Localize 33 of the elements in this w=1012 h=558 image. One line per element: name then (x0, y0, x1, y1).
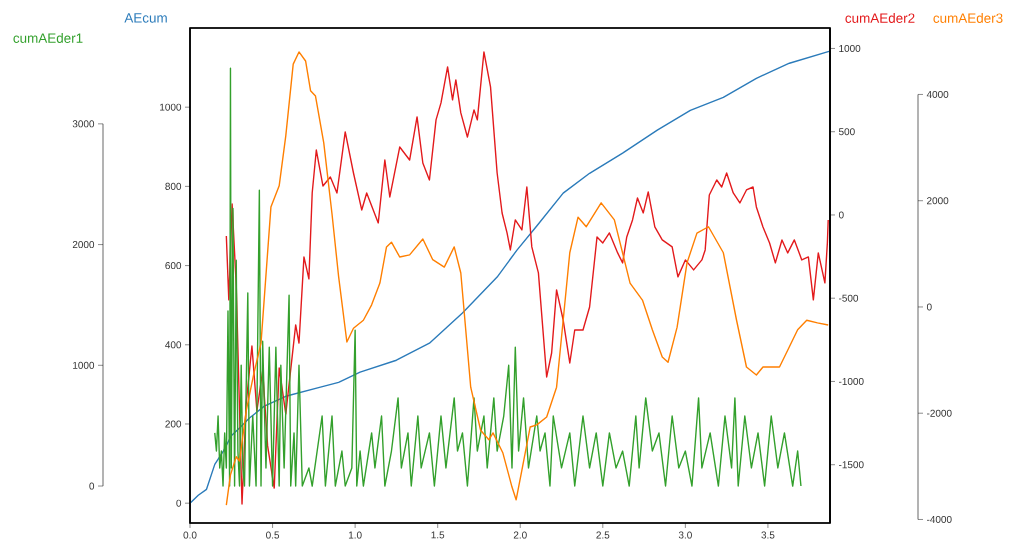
x-tick-label: 2.0 (513, 531, 527, 539)
y2-tick-label: 0 (926, 303, 932, 311)
y-tick-label: 0 (89, 482, 95, 490)
y2-tick-label: -1500 (838, 461, 864, 469)
y-tick-label: 200 (165, 420, 182, 428)
y-tick-label: 800 (165, 182, 182, 190)
y-axis-title: AEcum (124, 13, 167, 23)
x-tick-label: 0.0 (183, 531, 197, 539)
x-tick-label: 3.0 (678, 531, 692, 539)
y2-tick-label: -2000 (926, 409, 952, 417)
y-tick-label: 2000 (72, 241, 95, 249)
x-tick-label: 1.0 (348, 531, 362, 539)
x-tick-label: 0.5 (266, 531, 280, 539)
x-tick-label: 2.5 (596, 531, 610, 539)
y2-tick-label: -500 (838, 294, 859, 302)
y2-tick-label: 0 (838, 211, 844, 219)
y2-tick-label: -4000 (926, 515, 952, 523)
y-tick-label: 600 (165, 262, 182, 270)
y2-axis-title: cumAEder2 (845, 13, 915, 23)
y2-tick-label: 1000 (839, 44, 861, 52)
y2-axis-title: cumAEder3 (933, 13, 1003, 23)
y-tick-label: 0 (176, 499, 182, 507)
y-tick-label: 1000 (160, 103, 182, 111)
x-tick-label: 3.5 (761, 531, 775, 539)
x-tick-label: 1.5 (431, 531, 445, 539)
y-tick-label: 1000 (73, 361, 95, 369)
y2-tick-label: 500 (838, 128, 855, 136)
y2-tick-label: 4000 (926, 90, 949, 98)
y-tick-label: 400 (165, 341, 182, 349)
y-tick-label: 3000 (72, 120, 95, 128)
y2-tick-label: 2000 (927, 197, 949, 205)
y-axis-title: cumAEder1 (13, 33, 83, 43)
y2-tick-label: -1000 (838, 377, 864, 385)
